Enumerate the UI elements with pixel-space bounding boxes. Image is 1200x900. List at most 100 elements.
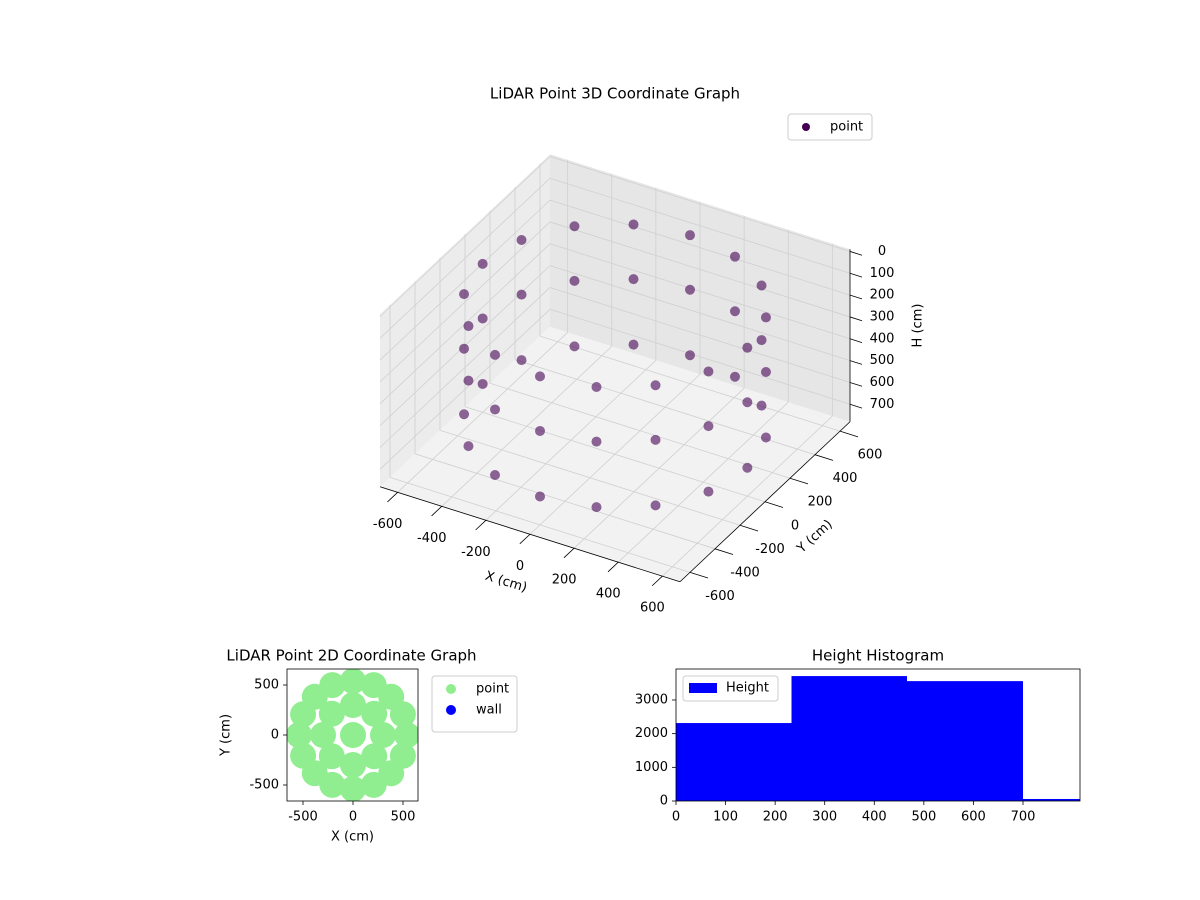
tick-mark xyxy=(519,533,531,545)
point xyxy=(340,776,366,801)
grid-line xyxy=(549,287,851,383)
point xyxy=(628,339,639,350)
grid-line xyxy=(379,177,551,339)
x-tick-label: 600 xyxy=(640,601,665,616)
point xyxy=(703,366,714,377)
tick-mark xyxy=(814,454,834,461)
point xyxy=(628,219,639,230)
x-tick-label: 400 xyxy=(862,810,887,825)
tick-mark xyxy=(849,294,863,300)
x-tick-label: 100 xyxy=(713,810,738,825)
legend-marker xyxy=(446,684,456,694)
point xyxy=(569,341,580,352)
point xyxy=(360,672,387,699)
grid-line xyxy=(439,429,741,526)
point xyxy=(569,221,580,232)
point xyxy=(569,275,580,286)
point xyxy=(318,700,345,727)
plot-area xyxy=(287,669,418,801)
legend-box xyxy=(787,113,873,141)
y-tick-label: -400 xyxy=(730,565,760,580)
y-axis-label: Y (cm) xyxy=(219,714,234,757)
point xyxy=(729,306,740,317)
tick-mark xyxy=(431,506,443,517)
tick-mark xyxy=(849,338,863,343)
point xyxy=(459,409,470,420)
point xyxy=(685,350,695,361)
tick-mark xyxy=(607,561,619,573)
point xyxy=(490,469,501,480)
point xyxy=(535,425,545,436)
tick-mark xyxy=(849,403,863,409)
point xyxy=(591,382,602,393)
tick-mark xyxy=(475,519,487,531)
point xyxy=(394,722,418,748)
grid-line xyxy=(379,308,551,470)
y-tick-label: 0 xyxy=(271,728,279,743)
grid-line xyxy=(549,265,851,361)
x-tick-label: 0 xyxy=(672,810,680,825)
point xyxy=(516,235,527,246)
tick-mark xyxy=(789,477,809,485)
point xyxy=(756,280,767,291)
grid-line xyxy=(379,156,551,317)
point xyxy=(340,722,366,748)
point xyxy=(516,289,527,300)
point xyxy=(477,258,488,269)
point xyxy=(729,251,740,262)
grid-line xyxy=(549,156,851,252)
point xyxy=(742,462,753,473)
point xyxy=(361,700,388,727)
bar xyxy=(791,676,907,801)
legend-marker xyxy=(446,705,456,715)
y-tick-label: -500 xyxy=(249,778,279,793)
x-tick-label: 600 xyxy=(961,810,986,825)
legend-label: wall xyxy=(476,703,502,718)
point xyxy=(650,500,661,511)
grid-line xyxy=(414,453,716,550)
x-tick-label: 500 xyxy=(391,810,416,825)
point xyxy=(463,375,474,386)
y-tick-label: 0 xyxy=(791,518,799,533)
y-tick-label: 2000 xyxy=(635,726,668,741)
x-tick-label: 0 xyxy=(349,810,357,825)
tick-mark xyxy=(849,272,863,278)
z-tick-label: 300 xyxy=(870,309,895,324)
x-tick-label: 700 xyxy=(1011,810,1036,825)
grid-line xyxy=(379,199,551,361)
bar xyxy=(906,681,1023,801)
tick-mark xyxy=(849,251,863,256)
grid-line xyxy=(549,221,851,318)
grid-line xyxy=(539,335,841,432)
point xyxy=(742,342,753,353)
x-tick-label: 400 xyxy=(596,587,621,602)
point xyxy=(361,743,388,770)
chart-title: LiDAR Point 3D Coordinate Graph xyxy=(490,85,740,103)
point xyxy=(760,366,771,377)
z-tick-label: 400 xyxy=(870,331,895,346)
point xyxy=(703,486,714,497)
point xyxy=(650,380,661,391)
point xyxy=(290,701,317,728)
y-tick-label: -600 xyxy=(705,589,735,604)
y-tick-label: 1000 xyxy=(635,760,668,775)
point xyxy=(742,397,753,408)
x-axis-label: X (cm) xyxy=(331,830,374,845)
x-tick-label: -200 xyxy=(461,545,491,560)
point xyxy=(287,722,312,748)
chart-title: LiDAR Point 2D Coordinate Graph xyxy=(226,647,476,665)
bar xyxy=(676,723,792,801)
point xyxy=(535,491,545,502)
legend-label: point xyxy=(476,682,509,697)
point xyxy=(490,349,501,360)
point xyxy=(729,371,740,382)
x-tick-label: 500 xyxy=(911,810,936,825)
point xyxy=(477,313,488,324)
point xyxy=(516,355,527,366)
point xyxy=(535,371,545,382)
point xyxy=(756,400,767,411)
point xyxy=(340,752,366,778)
point xyxy=(650,434,661,445)
y-tick-label: 600 xyxy=(858,448,883,463)
point xyxy=(310,722,336,748)
